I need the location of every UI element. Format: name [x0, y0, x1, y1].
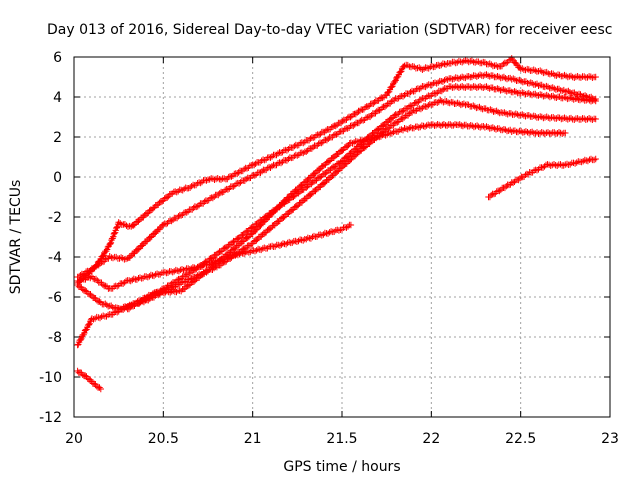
x-tick-label: 21: [244, 431, 262, 447]
y-tick-label: 4: [53, 90, 62, 106]
plot-frame: [73, 56, 611, 418]
series-arc-5: [74, 121, 569, 349]
series-points: [74, 121, 569, 349]
x-tick-label: 20: [65, 431, 83, 447]
x-axis-label: GPS time / hours: [283, 459, 400, 475]
y-tick-label: -10: [39, 370, 62, 386]
y-tick-label: -12: [39, 410, 62, 426]
series-arc-8: [485, 155, 599, 201]
x-tick-label: 22: [422, 431, 440, 447]
y-tick-label: 6: [53, 50, 62, 66]
y-tick-label: -8: [48, 330, 62, 346]
x-tick-label: 23: [601, 431, 619, 447]
series-points: [74, 367, 104, 393]
series-arc-6: [124, 221, 355, 313]
y-tick-label: 2: [53, 130, 62, 146]
y-tick-label: -2: [48, 210, 62, 226]
series-points: [124, 221, 355, 313]
series-arc-2: [74, 71, 599, 281]
series-arc-7: [74, 367, 104, 393]
chart-title: Day 013 of 2016, Sidereal Day-to-day VTE…: [47, 22, 612, 38]
x-tick-label: 20.5: [148, 431, 179, 447]
y-axis-label: SDTVAR / TECUs: [8, 180, 24, 295]
series-points: [74, 71, 599, 281]
series-points: [485, 155, 599, 201]
y-tick-label: -6: [48, 290, 62, 306]
y-tick-label: -4: [48, 250, 62, 266]
data-points: [74, 55, 599, 393]
y-tick-label: 0: [53, 170, 62, 186]
tick-labels: 20 20.5 21 21.5 22 22.5 23 -12 -10 -8 -6 -4 -2 0 2 4 6: [39, 50, 619, 447]
x-tick-label: 22.5: [505, 431, 536, 447]
x-tick-label: 21.5: [326, 431, 357, 447]
